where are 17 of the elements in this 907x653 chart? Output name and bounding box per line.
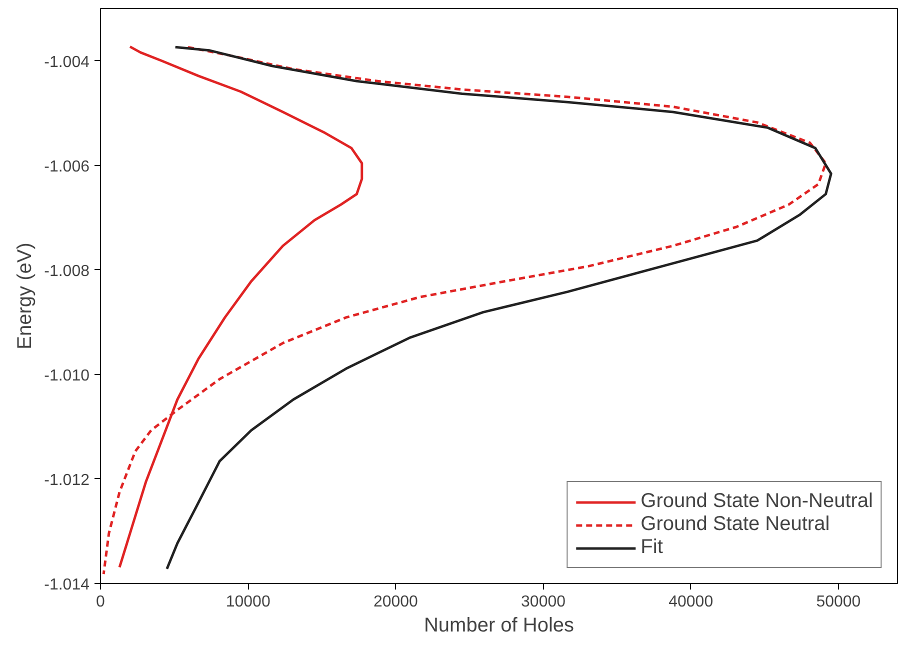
y-tick-label: -1.014 bbox=[44, 576, 90, 594]
x-tick-label: 10000 bbox=[226, 594, 270, 610]
y-tick-label: -1.004 bbox=[44, 54, 90, 71]
x-tick-label: 30000 bbox=[521, 594, 566, 610]
legend-label: Fit bbox=[640, 536, 663, 559]
x-tick-label: 20000 bbox=[373, 594, 418, 610]
x-axis-title: Number of Holes bbox=[424, 614, 574, 636]
y-axis-title: Energy (eV) bbox=[14, 242, 36, 350]
y-tick-label: -1.006 bbox=[44, 158, 90, 176]
legend-label: Ground State Neutral bbox=[640, 513, 830, 536]
x-tick-label: 50000 bbox=[816, 594, 861, 610]
y-tick-label: -1.012 bbox=[44, 472, 90, 489]
y-tick-label: -1.008 bbox=[44, 262, 90, 280]
x-tick-label: 40000 bbox=[668, 594, 714, 610]
x-tick-label: 0 bbox=[96, 594, 106, 610]
legend-label: Ground State Non-Neutral bbox=[640, 490, 873, 513]
y-tick-label: -1.010 bbox=[44, 367, 90, 384]
